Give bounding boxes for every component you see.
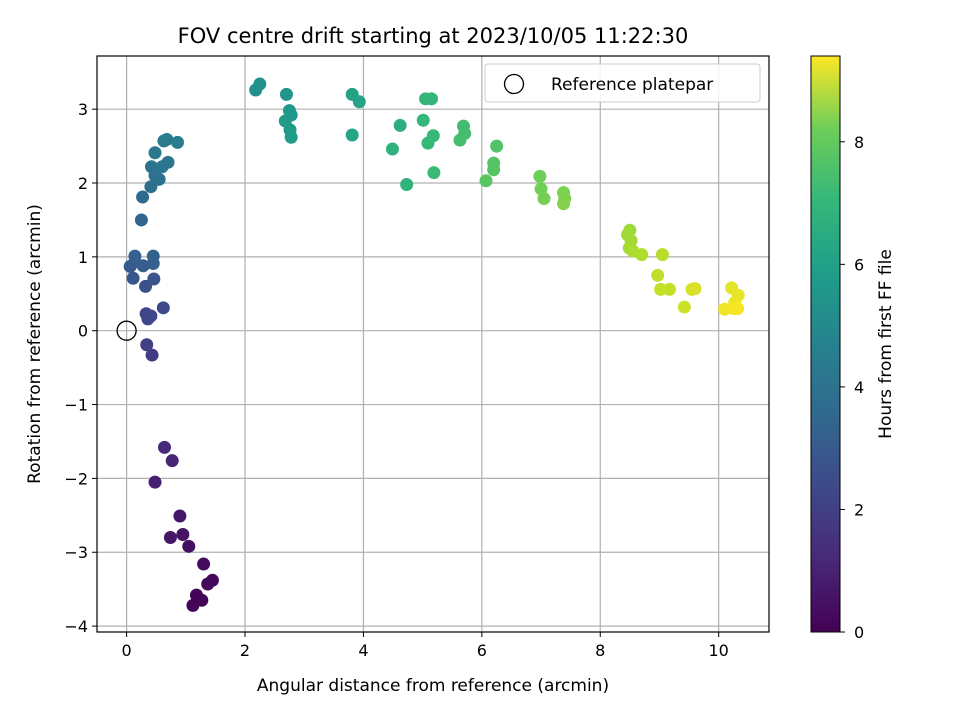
data-point — [139, 279, 153, 293]
data-point — [205, 573, 219, 587]
colorbar: 0 2 4 6 8 Hours from first FF file — [810, 55, 896, 642]
data-point — [197, 557, 211, 571]
x-tick-label: 6 — [477, 641, 487, 660]
data-point — [160, 132, 174, 146]
data-point — [144, 309, 158, 323]
colorbar-ticks: 0 2 4 6 8 — [840, 133, 864, 642]
y-tick-label: −3 — [64, 543, 88, 562]
data-point — [400, 177, 414, 191]
data-point — [171, 135, 185, 149]
data-point — [425, 92, 439, 106]
x-tick-label: 4 — [358, 641, 368, 660]
data-point — [663, 282, 677, 296]
legend-box — [484, 63, 761, 103]
data-point — [136, 190, 150, 204]
reference-marker-layer — [116, 320, 137, 341]
data-point — [134, 213, 148, 227]
y-tick-label: −2 — [64, 469, 88, 488]
data-points — [123, 77, 745, 612]
legend-marker-icon — [503, 73, 525, 95]
x-axis-ticks: 0 2 4 6 8 10 — [122, 632, 729, 660]
data-point — [533, 169, 547, 183]
data-point — [345, 128, 359, 142]
data-point — [537, 192, 551, 206]
x-tick-label: 0 — [122, 641, 132, 660]
y-tick-label: 3 — [78, 100, 88, 119]
data-point — [148, 146, 162, 160]
data-point — [128, 249, 142, 263]
colorbar-tick-label: 8 — [854, 133, 864, 152]
data-point — [165, 454, 179, 468]
x-tick-label: 2 — [240, 641, 250, 660]
legend: Reference platepar — [484, 63, 761, 103]
colorbar-tick-label: 0 — [854, 623, 864, 642]
colorbar-tick-label: 6 — [854, 255, 864, 274]
data-point — [161, 155, 175, 169]
data-point — [189, 588, 203, 602]
x-tick-label: 8 — [595, 641, 605, 660]
data-point — [140, 338, 154, 352]
data-point — [156, 301, 170, 315]
data-point — [284, 130, 298, 144]
data-point — [416, 113, 430, 127]
reference-point-marker — [116, 320, 137, 341]
y-tick-label: 0 — [78, 322, 88, 341]
data-point — [479, 174, 493, 188]
data-point — [490, 139, 504, 153]
colorbar-tick-label: 2 — [854, 500, 864, 519]
legend-label: Reference platepar — [551, 75, 713, 95]
data-point — [279, 87, 293, 101]
data-point — [144, 160, 158, 174]
data-point — [655, 248, 669, 262]
data-point — [635, 248, 649, 262]
plot-frame — [96, 55, 770, 633]
data-point — [176, 528, 190, 542]
y-tick-label: 1 — [78, 248, 88, 267]
data-point — [146, 249, 160, 263]
colorbar-label: Hours from first FF file — [876, 249, 896, 439]
data-point — [487, 163, 501, 177]
data-point — [148, 475, 162, 489]
data-point — [173, 509, 187, 523]
data-point — [163, 530, 177, 544]
chart-title: FOV centre drift starting at 2023/10/05 … — [178, 24, 689, 48]
y-axis-ticks: −4 −3 −2 −1 0 1 2 3 — [64, 100, 97, 636]
y-axis-label: Rotation from reference (arcmin) — [25, 204, 45, 484]
data-point — [253, 77, 267, 91]
data-point — [688, 282, 702, 296]
data-point — [453, 133, 467, 147]
x-tick-label: 10 — [708, 641, 728, 660]
y-tick-label: −4 — [64, 617, 88, 636]
data-point — [421, 136, 435, 150]
y-tick-label: 2 — [78, 174, 88, 193]
data-point — [427, 166, 441, 180]
data-point — [145, 348, 159, 362]
data-point — [557, 197, 571, 211]
grid — [97, 56, 769, 632]
colorbar-gradient — [810, 55, 841, 633]
data-point — [147, 272, 161, 286]
data-point — [677, 300, 691, 314]
data-point — [144, 180, 158, 194]
data-point — [651, 268, 665, 282]
x-axis-label: Angular distance from reference (arcmin) — [257, 676, 609, 696]
data-point — [654, 282, 668, 296]
data-point — [352, 95, 366, 109]
data-point — [157, 440, 171, 454]
data-point — [182, 539, 196, 553]
data-point — [126, 271, 140, 285]
data-point — [385, 142, 399, 156]
data-point — [731, 302, 745, 316]
data-point — [393, 118, 407, 132]
colorbar-tick-label: 4 — [854, 378, 864, 397]
y-tick-label: −1 — [64, 396, 88, 415]
